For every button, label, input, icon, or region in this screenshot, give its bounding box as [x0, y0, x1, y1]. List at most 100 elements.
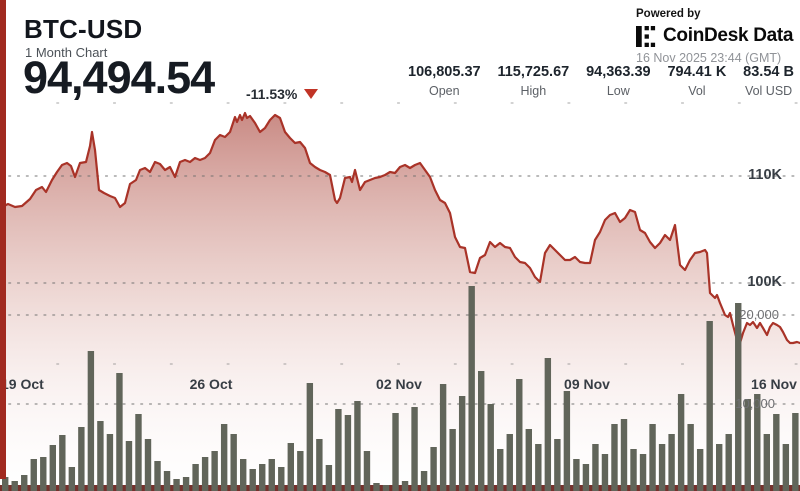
volume-bar	[611, 424, 618, 491]
volume-bar	[773, 414, 780, 491]
volume-bar	[696, 449, 704, 491]
volume-bar	[11, 481, 18, 491]
volume-bar	[297, 451, 304, 491]
volume-bar	[668, 434, 675, 491]
stat-value: 115,725.67	[497, 64, 570, 80]
volume-bar	[582, 464, 590, 491]
volume-bar	[658, 444, 666, 491]
volume-bar	[487, 404, 494, 491]
volume-bar	[97, 421, 104, 491]
ohlc-stats-row: 106,805.37 Open 115,725.67 High 94,363.39 Low…	[408, 64, 794, 98]
stat-label: High	[520, 84, 547, 98]
x-axis-label: 26 Oct	[189, 376, 233, 392]
volume-bar	[592, 444, 599, 491]
volume-bar	[87, 351, 95, 491]
volume-bar	[278, 467, 285, 491]
volume-bar	[401, 481, 409, 491]
x-axis-label: 16 Nov	[751, 376, 797, 392]
volume-bar	[763, 434, 770, 491]
x-axis-label: 02 Nov	[376, 376, 422, 392]
volume-bar	[49, 445, 56, 491]
volume-bar	[744, 399, 751, 491]
volume-bar	[554, 439, 561, 491]
volume-bar	[687, 424, 694, 491]
volume-bar	[106, 434, 114, 491]
volume-bar	[40, 457, 47, 491]
volume-bar	[182, 477, 190, 491]
volume-bar	[430, 447, 437, 491]
volume-bar	[706, 321, 713, 491]
volume-bar	[382, 485, 390, 491]
volume-bar	[78, 427, 85, 491]
stat-label: Vol USD	[744, 84, 793, 98]
price-line	[0, 111, 800, 345]
stat-label: Open	[428, 84, 460, 98]
x-axis-label: 09 Nov	[564, 376, 610, 392]
volume-bar	[535, 444, 542, 491]
stat-low: 94,363.39 Low	[586, 64, 651, 98]
volume-bar	[573, 459, 580, 491]
stat-value: 83.54 B	[743, 64, 794, 80]
volume-bar	[249, 469, 256, 491]
volume-bar	[316, 439, 323, 491]
stat-open: 106,805.37 Open	[408, 64, 481, 98]
volume-bar	[173, 479, 180, 491]
volume-bar	[135, 414, 142, 491]
volume-bar	[754, 394, 761, 491]
chart-period-label: 1 Month Chart	[25, 45, 108, 60]
volume-bar	[677, 394, 685, 491]
volume-bar	[630, 449, 637, 491]
left-accent-strip	[0, 0, 6, 479]
symbol-title: BTC-USD	[24, 14, 143, 44]
volume-bar	[240, 459, 247, 491]
volume-bar	[439, 384, 447, 491]
volume-bar	[30, 459, 37, 491]
volume-bar	[725, 434, 732, 491]
volume-bar	[230, 434, 237, 491]
volume-bar	[420, 471, 428, 491]
volume-bar	[21, 475, 28, 491]
volume-bar	[506, 434, 513, 491]
volume-bar	[220, 424, 228, 491]
volume-bar	[211, 451, 218, 491]
volume-bar	[620, 419, 628, 491]
volume-bar	[478, 371, 485, 491]
stat-value: 94,363.39	[586, 64, 651, 80]
price-area	[0, 113, 800, 491]
volume-bar	[59, 435, 66, 491]
volume-bar	[144, 439, 152, 491]
volume-bar	[392, 413, 399, 491]
volume-bar	[268, 459, 275, 491]
stat-label: Vol	[688, 84, 706, 98]
volume-bar	[544, 358, 552, 491]
volume-bar	[516, 379, 523, 491]
volume-bar	[792, 413, 799, 491]
volume-bar	[125, 441, 133, 491]
stat-high: 115,725.67 High	[497, 64, 569, 98]
volume-bar	[201, 457, 209, 491]
volume-bar	[639, 454, 647, 491]
volume-bar	[468, 286, 475, 491]
volume-bar	[782, 444, 790, 491]
volume-bar	[306, 383, 314, 491]
volume-bar	[449, 429, 456, 491]
y-axis-label: 110K	[748, 167, 782, 183]
volume-bar	[154, 461, 161, 491]
volume-bar	[68, 467, 76, 491]
volume-bar	[344, 415, 352, 491]
current-price: 94,494.54	[23, 52, 215, 103]
volume-bar	[458, 396, 466, 491]
volume-bar	[649, 424, 656, 491]
volume-axis-label: 20,000	[739, 307, 779, 322]
coindesk-logo-icon	[636, 25, 656, 47]
volume-bar	[601, 454, 609, 491]
stat-vol-usd: 83.54 B Vol USD	[743, 64, 794, 98]
coindesk-logo[interactable]: CoinDesk Data	[636, 25, 794, 47]
volume-bar	[563, 391, 571, 491]
y-axis-label: 100K	[747, 274, 782, 290]
triangle-down-icon	[304, 89, 319, 99]
price-change-percent: -11.53%	[246, 86, 298, 102]
volume-bar	[163, 471, 171, 491]
